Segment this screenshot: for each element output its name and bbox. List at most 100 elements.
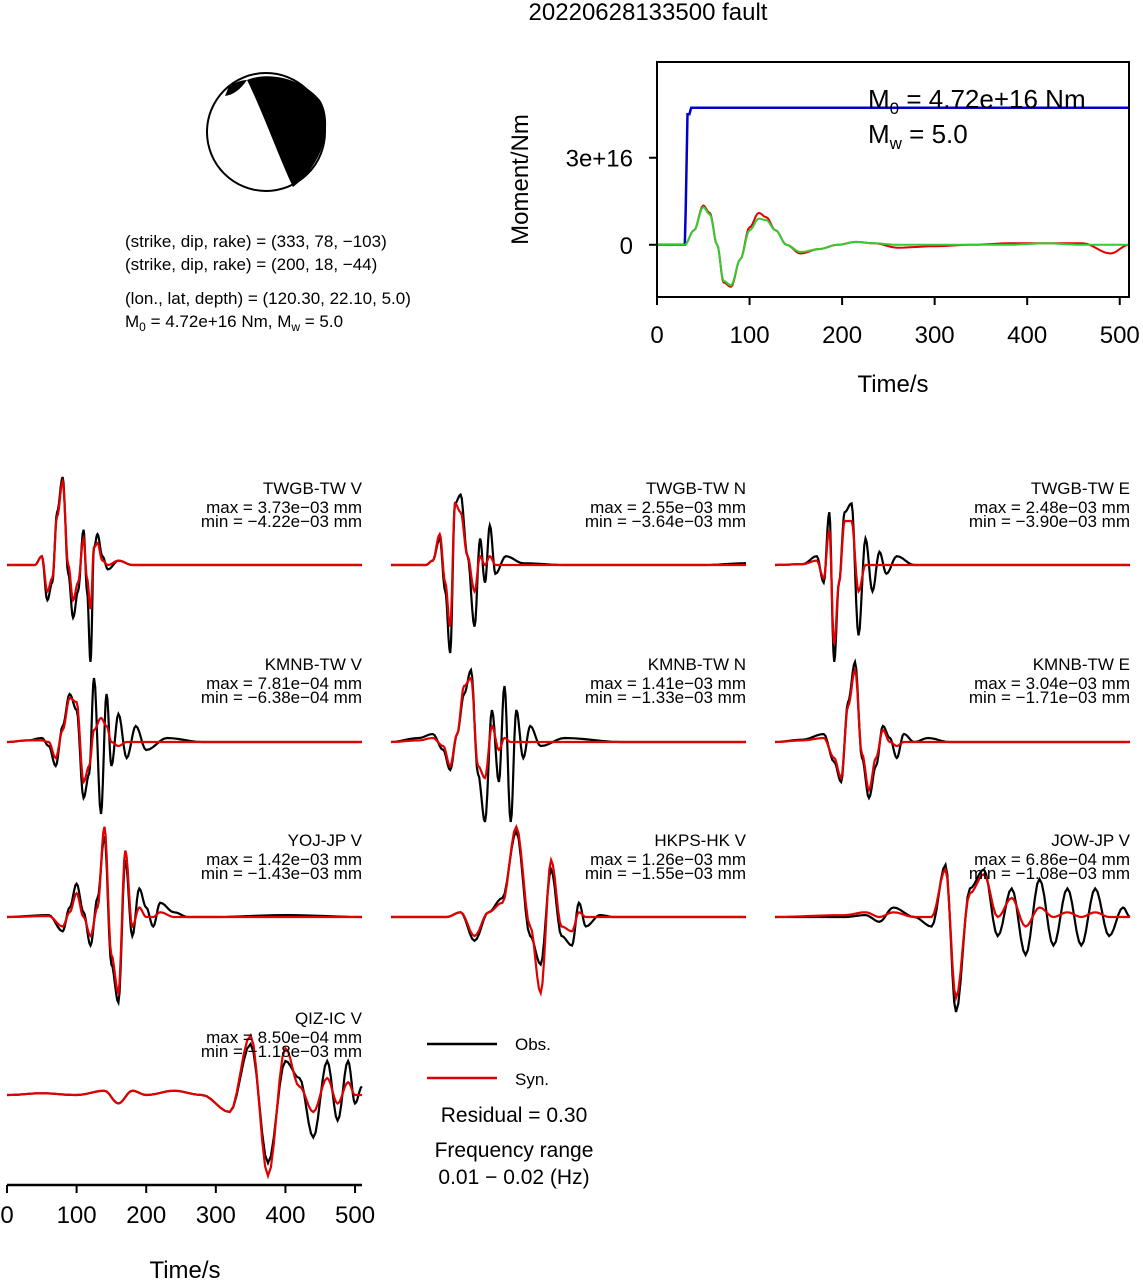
max-amplitude: max = 1.42e−03 mm xyxy=(206,850,362,869)
nodal-plane-1: (strike, dip, rake) = (333, 78, −103) xyxy=(125,232,387,251)
time-axis-tick-label: 500 xyxy=(335,1202,375,1229)
stf-x-tick-label: 500 xyxy=(1100,322,1140,349)
min-amplitude: min = −3.64e−03 mm xyxy=(585,512,746,531)
nodal-plane-2: (strike, dip, rake) = (200, 18, −44) xyxy=(125,255,377,274)
station-label: KMNB-TW E xyxy=(1033,655,1130,674)
hypocenter-location: (lon., lat, depth) = (120.30, 22.10, 5.0… xyxy=(125,289,411,308)
station-label: TWGB-TW N xyxy=(646,479,746,498)
stf-series-1 xyxy=(657,204,1130,288)
min-amplitude: min = −4.22e−03 mm xyxy=(201,512,362,531)
max-amplitude: max = 3.73e−03 mm xyxy=(206,498,362,517)
max-amplitude: max = 8.50e−04 mm xyxy=(206,1028,362,1047)
moment-magnitude-line: M0 = 4.72e+16 Nm, Mw = 5.0 xyxy=(125,312,343,334)
frequency-range-value: 0.01 − 0.02 (Hz) xyxy=(438,1166,589,1189)
synthetic-trace xyxy=(6,826,362,997)
legend-obs-label: Obs. xyxy=(515,1035,551,1054)
min-amplitude: min = −1.18e−03 mm xyxy=(201,1042,362,1061)
time-axis-tick-label: 400 xyxy=(265,1202,305,1229)
m0-value: = 4.72e+16 Nm xyxy=(899,84,1085,114)
time-axis-label: Time/s xyxy=(149,1257,220,1281)
station-label: QIZ-IC V xyxy=(295,1009,363,1028)
station-label: KMNB-TW V xyxy=(265,655,363,674)
max-amplitude: max = 1.26e−03 mm xyxy=(590,850,746,869)
min-amplitude: min = −1.55e−03 mm xyxy=(585,864,746,883)
residual-value: Residual = 0.30 xyxy=(441,1104,588,1127)
station-label: JOW-JP V xyxy=(1051,831,1130,850)
synthetic-trace xyxy=(7,477,362,610)
stf-y-axis-label: Moment/Nm xyxy=(507,114,534,245)
synthetic-trace xyxy=(774,866,1130,1003)
time-axis-tick-label: 100 xyxy=(57,1202,97,1229)
mechanism-info: (strike, dip, rake) = (333, 78, −103) (s… xyxy=(125,232,411,334)
station-label: YOJ-JP V xyxy=(288,831,363,850)
stf-x-tick-label: 0 xyxy=(650,322,663,349)
stf-y-tick-label: 0 xyxy=(620,233,633,260)
stf-x-tick-label: 100 xyxy=(730,322,770,349)
mw-value: = 5.0 xyxy=(902,119,968,149)
focal-mechanism-beachball xyxy=(206,72,327,192)
stf-series-0 xyxy=(657,106,1129,247)
max-amplitude: max = 2.48e−03 mm xyxy=(974,498,1130,517)
legend-syn-label: Syn. xyxy=(515,1070,549,1089)
frequency-range-title: Frequency range xyxy=(435,1139,594,1162)
observed-trace xyxy=(6,677,362,815)
station-label: HKPS-HK V xyxy=(654,831,746,850)
stf-m0-annotation: M0 = 4.72e+16 Nm xyxy=(868,84,1086,118)
waveform-legend: Obs. Syn. Residual = 0.30 Frequency rang… xyxy=(427,1035,593,1189)
min-amplitude: min = −1.33e−03 mm xyxy=(585,688,746,707)
waveform-time-axis: 0 100 200 300 400 500 Time/s xyxy=(0,1183,375,1281)
synthetic-trace xyxy=(391,501,746,627)
time-axis-tick-label: 300 xyxy=(196,1202,236,1229)
station-label: TWGB-TW E xyxy=(1031,479,1130,498)
compressional-quadrant-small xyxy=(225,80,247,96)
station-label: KMNB-TW N xyxy=(648,655,746,674)
max-amplitude: max = 2.55e−03 mm xyxy=(590,498,746,517)
stf-y-tick-label: 3e+16 xyxy=(566,146,633,173)
synthetic-trace xyxy=(6,1033,362,1180)
synthetic-trace xyxy=(6,696,362,785)
station-label: TWGB-TW V xyxy=(263,479,363,498)
stf-plot-frame xyxy=(656,61,1130,298)
moment-function-chart: 0 100 200 300 400 500 0 3e+16 Time/s Moment/Nm M0 … xyxy=(507,61,1140,398)
min-amplitude: min = −1.43e−03 mm xyxy=(201,864,362,883)
max-amplitude: max = 1.41e−03 mm xyxy=(590,674,746,693)
max-amplitude: max = 3.04e−03 mm xyxy=(974,674,1130,693)
stf-series-2 xyxy=(657,205,1129,287)
max-amplitude: max = 7.81e−04 mm xyxy=(206,674,362,693)
observed-trace xyxy=(775,861,1131,1013)
synthetic-trace xyxy=(774,666,1130,793)
min-amplitude: min = −6.38e−04 mm xyxy=(201,688,362,707)
stf-mw-annotation: Mw = 5.0 xyxy=(868,119,968,153)
max-amplitude: max = 6.86e−04 mm xyxy=(974,850,1130,869)
stf-x-tick-label: 400 xyxy=(1007,322,1047,349)
mw-subscript: w xyxy=(889,134,903,153)
min-amplitude: min = −1.71e−03 mm xyxy=(969,688,1130,707)
m0-subscript: 0 xyxy=(890,99,899,118)
m0-symbol: M xyxy=(868,84,890,114)
mw-symbol: M xyxy=(868,119,890,149)
stf-x-axis-label: Time/s xyxy=(857,371,928,398)
figure-title: 20220628133500 fault xyxy=(529,0,768,26)
stf-x-tick-label: 300 xyxy=(915,322,955,349)
min-amplitude: min = −1.08e−03 mm xyxy=(969,864,1130,883)
synthetic-trace xyxy=(391,823,746,997)
time-axis-tick-label: 0 xyxy=(0,1202,13,1229)
stf-x-tick-label: 200 xyxy=(822,322,862,349)
compressional-quadrant xyxy=(247,76,327,187)
synthetic-trace xyxy=(774,519,1130,645)
min-amplitude: min = −3.90e−03 mm xyxy=(969,512,1130,531)
synthetic-trace xyxy=(390,676,746,780)
time-axis-tick-label: 200 xyxy=(126,1202,166,1229)
